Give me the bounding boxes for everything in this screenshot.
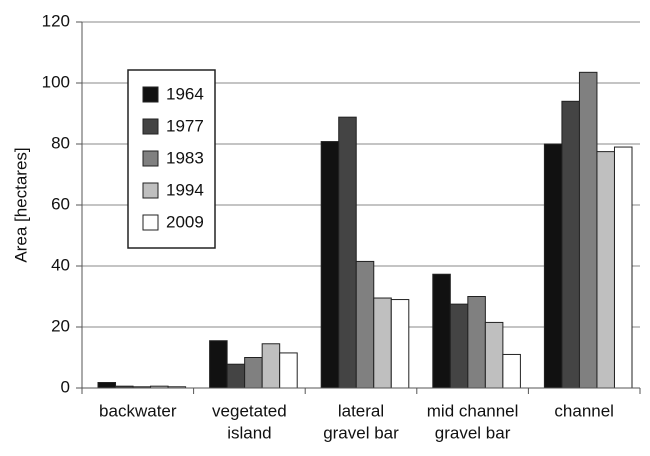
legend-label: 1964 [166, 84, 204, 103]
bar [209, 340, 228, 389]
bar [543, 143, 563, 389]
legend-swatch [142, 182, 159, 199]
legend-swatch [142, 214, 159, 231]
bar [390, 299, 410, 389]
y-tick-label: 100 [42, 72, 70, 91]
legend-label: 1983 [166, 148, 204, 167]
bar [279, 352, 298, 389]
x-tick-label: gravel bar [323, 423, 399, 442]
bar [432, 273, 451, 389]
bar [467, 296, 486, 389]
x-tick-label: gravel bar [435, 423, 511, 442]
x-tick-label: mid channel [427, 401, 519, 420]
bar [226, 363, 246, 389]
bar [613, 146, 633, 389]
bar [373, 297, 392, 389]
x-tick-label: vegetated [212, 401, 287, 420]
x-tick-label: island [227, 423, 271, 442]
y-tick-label: 60 [51, 194, 70, 213]
bar [97, 382, 117, 389]
legend-label: 1994 [166, 180, 204, 199]
x-tick-label: channel [554, 401, 614, 420]
x-tick-label: backwater [99, 401, 177, 420]
x-tick-label: lateral [338, 401, 384, 420]
y-tick-label: 120 [42, 11, 70, 30]
bar [338, 116, 357, 389]
bar [244, 357, 263, 389]
y-tick-label: 80 [51, 133, 70, 152]
legend-swatch [142, 150, 159, 167]
y-axis-label: Area [hectares] [11, 147, 30, 262]
bar [578, 71, 598, 389]
legend-label: 1977 [166, 116, 204, 135]
bar [561, 100, 580, 389]
bar [261, 343, 281, 389]
bar [596, 151, 615, 389]
bar [484, 321, 504, 389]
legend-swatch [142, 118, 159, 135]
y-tick-label: 20 [51, 316, 70, 335]
legend-label: 2009 [166, 212, 204, 231]
bar [502, 353, 521, 389]
y-tick-label: 40 [51, 255, 70, 274]
bar [320, 141, 340, 389]
y-tick-label: 0 [61, 377, 70, 396]
legend-swatch [142, 86, 159, 103]
bar [355, 260, 375, 389]
bar [449, 303, 469, 389]
